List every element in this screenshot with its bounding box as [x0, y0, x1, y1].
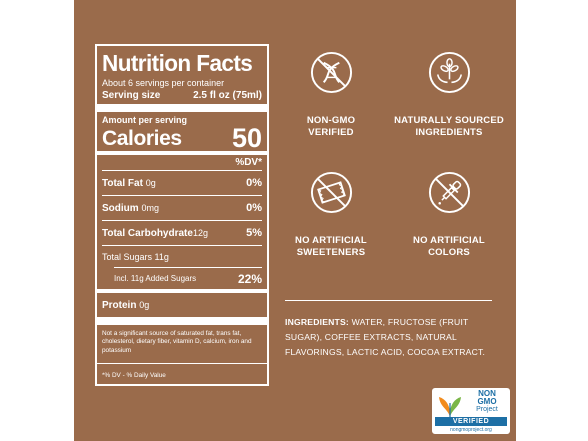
nutrient-qty: 0mg — [141, 202, 159, 213]
nutrient-dv: 5% — [246, 227, 262, 239]
logo-wordmark: NON GMO Project — [467, 390, 507, 414]
calories-value: 50 — [231, 123, 262, 153]
dna-crossed-icon — [310, 51, 352, 94]
badge-no-artificial-colors: NO ARTIFICIAL COLORS — [394, 170, 504, 259]
badge-non-gmo: NON-GMO VERIFIED — [276, 50, 386, 139]
badge-label: NATURALLY SOURCED INGREDIENTS — [394, 115, 504, 139]
badge-label-line2: VERIFIED — [308, 127, 354, 138]
divider — [97, 363, 267, 365]
badge-label-line2: INGREDIENTS — [415, 127, 483, 138]
nutrition-title: Nutrition Facts — [102, 50, 253, 76]
logo-line3: Project — [476, 406, 498, 413]
logo-url: nongmoproject.org — [450, 427, 492, 433]
badge-label-line2: SWEETENERS — [296, 247, 366, 258]
nutrient-name: Total Carbohydrate — [102, 227, 193, 239]
divider — [102, 195, 262, 196]
divider-thick — [97, 317, 267, 325]
nutrient-qty: 0g — [139, 299, 150, 310]
nutrient-row-sugars: Total Sugars 11g — [102, 246, 262, 267]
badge-label-line1: NO ARTIFICIAL — [413, 235, 485, 246]
badge-label: NO ARTIFICIAL SWEETENERS — [276, 235, 386, 259]
badge-label-line2: COLORS — [428, 247, 470, 258]
badge-no-artificial-sweeteners: NO ARTIFICIAL SWEETENERS — [276, 170, 386, 259]
badge-naturally-sourced: NATURALLY SOURCED INGREDIENTS — [394, 50, 504, 139]
dv-header: %DV* — [235, 157, 262, 168]
calories-label: Calories — [102, 127, 182, 150]
ingredients-list: WATER, FRUCTOSE (FRUIT SUGAR), COFFEE EX… — [285, 317, 486, 357]
badge-label-line1: NO ARTIFICIAL — [295, 235, 367, 246]
nutrient-row-fat: Total Fat 0g 0% — [102, 171, 262, 195]
badge-label: NON-GMO VERIFIED — [276, 115, 386, 139]
nutrient-row-added-sugars: Incl. 11g Added Sugars 22% — [102, 268, 262, 289]
nutrient-name: Incl. 11g Added Sugars — [114, 274, 197, 283]
plant-hands-icon — [428, 51, 470, 94]
serving-size-label: Serving size — [102, 90, 161, 101]
nutrient-row-sodium: Sodium 0mg 0% — [102, 196, 262, 220]
ingredients-heading: INGREDIENTS: — [285, 317, 349, 327]
nutrient-dv: 0% — [246, 177, 262, 189]
nutrient-dv: 22% — [237, 271, 262, 286]
badge-label-line1: NATURALLY SOURCED — [394, 115, 504, 126]
nutrition-facts-label: Nutrition Facts About 6 servings per con… — [95, 44, 269, 386]
dropper-crossed-icon — [428, 171, 470, 214]
nutrient-qty: 12g — [192, 227, 208, 238]
divider-thick — [97, 104, 267, 112]
divider — [102, 170, 262, 171]
nutrition-note: Not a significant source of saturated fa… — [102, 330, 252, 354]
butterfly-leaf-icon — [439, 397, 461, 418]
badge-label-line1: NON-GMO — [306, 115, 356, 126]
nutrient-qty: 0g — [145, 177, 156, 188]
servings-per-container: About 6 servings per container — [102, 78, 225, 88]
nutrient-name: Total Sugars 11g — [102, 251, 169, 262]
divider — [114, 267, 262, 268]
amount-per-serving: Amount per serving — [102, 115, 188, 125]
divider-medium — [97, 151, 267, 155]
calories-row: Calories 50 — [102, 123, 262, 153]
sweetener-packet-crossed-icon — [310, 171, 352, 214]
nutrient-name: Protein — [102, 299, 137, 311]
logo-line1: NON — [478, 389, 496, 398]
divider — [102, 220, 262, 221]
ingredients-text: INGREDIENTS: WATER, FRUCTOSE (FRUIT SUGA… — [285, 315, 500, 360]
nutrient-name: Total Fat — [102, 177, 143, 189]
nutrient-row-protein: Protein 0g — [102, 293, 262, 317]
dv-footnote: *% DV - % Daily Value — [102, 372, 166, 380]
divider — [102, 245, 262, 246]
nutrient-name: Sodium — [102, 202, 139, 214]
badge-label: NO ARTIFICIAL COLORS — [394, 235, 504, 259]
serving-size-value: 2.5 fl oz (75ml) — [193, 90, 262, 101]
ingredients-divider — [285, 300, 492, 301]
serving-size-row: Serving size 2.5 fl oz (75ml) — [102, 89, 262, 102]
divider-medium — [97, 289, 267, 293]
non-gmo-project-logo: NON GMO Project VERIFIED nongmoproject.o… — [432, 388, 510, 434]
nutrient-dv: 0% — [246, 202, 262, 214]
logo-line2: GMO — [477, 397, 497, 406]
logo-verified: VERIFIED — [435, 417, 507, 426]
nutrient-row-carb: Total Carbohydrate12g 5% — [102, 221, 262, 245]
